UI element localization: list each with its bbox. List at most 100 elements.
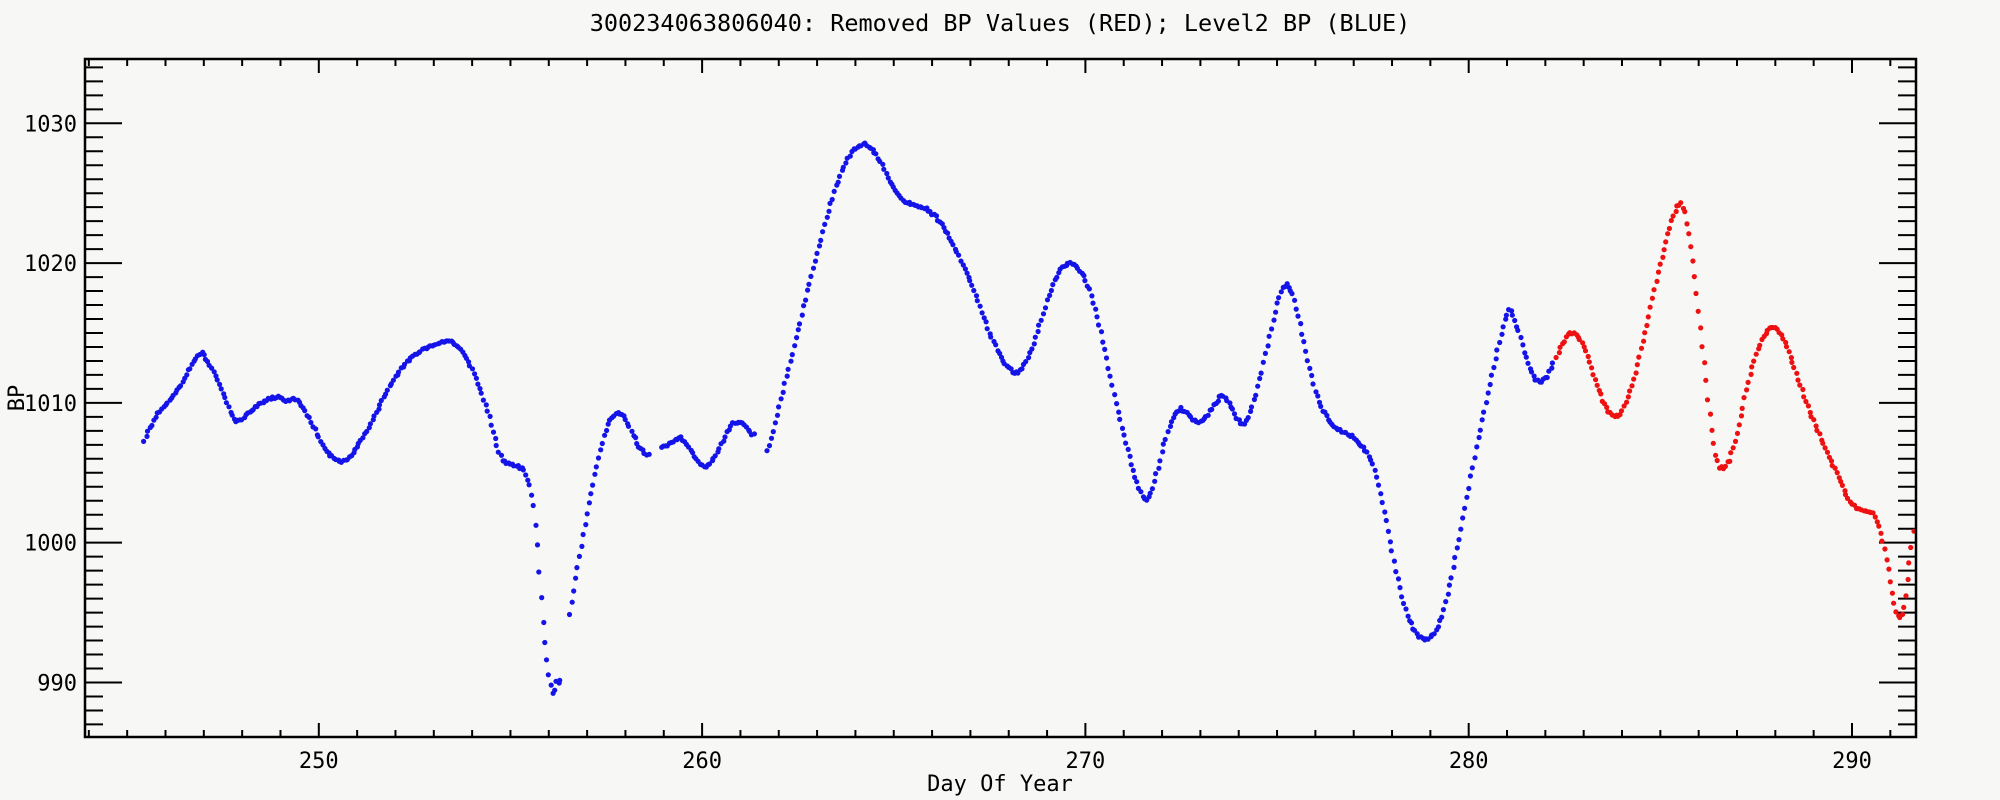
- data-point: [722, 434, 728, 440]
- data-point: [774, 412, 781, 418]
- data-point: [960, 262, 966, 268]
- data-point: [1695, 308, 1701, 314]
- data-point: [933, 213, 940, 219]
- data-point: [789, 352, 795, 358]
- data-point: [1292, 297, 1298, 303]
- data-point: [1660, 254, 1666, 260]
- data-point: [1738, 413, 1745, 419]
- data-point: [306, 414, 312, 420]
- data-point: [302, 408, 308, 414]
- data-point: [1585, 353, 1591, 360]
- data-point: [539, 595, 545, 601]
- data-point: [1324, 412, 1330, 419]
- data-point: [1518, 334, 1524, 341]
- data-point: [1472, 455, 1478, 461]
- data-point: [1160, 441, 1166, 447]
- data-point: [213, 373, 219, 379]
- data-point: [1107, 373, 1113, 379]
- data-point: [478, 390, 484, 396]
- data-point: [1586, 359, 1592, 365]
- data-point: [1707, 411, 1714, 417]
- data-point: [1271, 317, 1277, 323]
- data-point: [1315, 393, 1321, 399]
- data-point: [1887, 579, 1893, 585]
- data-point: [1739, 405, 1745, 411]
- data-point: [1884, 557, 1890, 563]
- data-point: [1147, 490, 1153, 496]
- data-point: [1654, 278, 1660, 284]
- data-point: [1157, 458, 1163, 464]
- data-point: [1082, 278, 1088, 284]
- data-point: [958, 258, 964, 264]
- data-point: [529, 492, 535, 498]
- data-point: [1891, 600, 1897, 606]
- data-point: [1439, 614, 1445, 620]
- data-point: [1870, 510, 1876, 516]
- data-point: [1876, 523, 1882, 529]
- data-point: [1666, 225, 1672, 232]
- data-point: [847, 153, 853, 159]
- data-point: [1408, 620, 1415, 626]
- data-point: [784, 373, 790, 379]
- data-point: [1512, 317, 1518, 324]
- data-point: [1094, 314, 1100, 320]
- data-point: [706, 461, 713, 467]
- data-point: [222, 394, 228, 401]
- data-point: [566, 611, 573, 618]
- data-point: [367, 421, 373, 427]
- data-point: [1054, 274, 1060, 280]
- data-point: [1257, 375, 1263, 382]
- y-axis-label: BP: [5, 385, 30, 412]
- data-point: [820, 229, 826, 235]
- data-point: [376, 406, 382, 412]
- data-point: [493, 435, 499, 442]
- data-point: [229, 412, 235, 418]
- data-point: [1260, 359, 1266, 365]
- data-point: [1704, 397, 1711, 403]
- data-point: [801, 303, 807, 309]
- data-point: [835, 179, 841, 185]
- data-point: [780, 389, 786, 395]
- data-point: [831, 188, 837, 194]
- data-point: [149, 422, 155, 429]
- data-point: [1209, 406, 1215, 412]
- data-point: [226, 404, 232, 410]
- data-point: [390, 377, 396, 383]
- data-point: [1556, 350, 1562, 356]
- data-point: [211, 369, 217, 375]
- data-point: [1820, 440, 1826, 446]
- data-point: [781, 380, 787, 386]
- data-point: [590, 482, 596, 488]
- data-point: [1645, 314, 1651, 320]
- data-point: [1479, 417, 1485, 423]
- data-point: [144, 428, 151, 434]
- data-point: [1379, 499, 1385, 506]
- data-point: [880, 161, 886, 167]
- data-point: [1509, 312, 1515, 318]
- data-point: [1086, 286, 1092, 292]
- chart-title: 300234063806040: Removed BP Values (RED)…: [590, 9, 1411, 37]
- plot-box: [83, 57, 1918, 739]
- data-point: [945, 230, 951, 236]
- data-point: [1834, 470, 1840, 476]
- data-point: [1678, 200, 1684, 206]
- data-point: [1258, 370, 1264, 376]
- data-point: [1251, 396, 1257, 403]
- data-point: [1109, 382, 1115, 388]
- data-point: [1531, 373, 1537, 379]
- data-point: [1035, 328, 1041, 335]
- data-point: [1503, 316, 1509, 322]
- data-point: [602, 432, 608, 438]
- data-point: [1629, 383, 1635, 389]
- data-point: [984, 326, 990, 332]
- data-point: [1801, 394, 1807, 400]
- data-point: [1309, 372, 1315, 379]
- data-point: [770, 429, 776, 435]
- data-point: [1484, 400, 1490, 406]
- data-point: [574, 565, 580, 571]
- data-point: [881, 166, 887, 172]
- axis-tick-labels: 250 260 270 280 290 990 1000 1010 1020 1030: [24, 112, 1872, 774]
- data-point: [1481, 409, 1487, 415]
- data-point: [1245, 415, 1251, 421]
